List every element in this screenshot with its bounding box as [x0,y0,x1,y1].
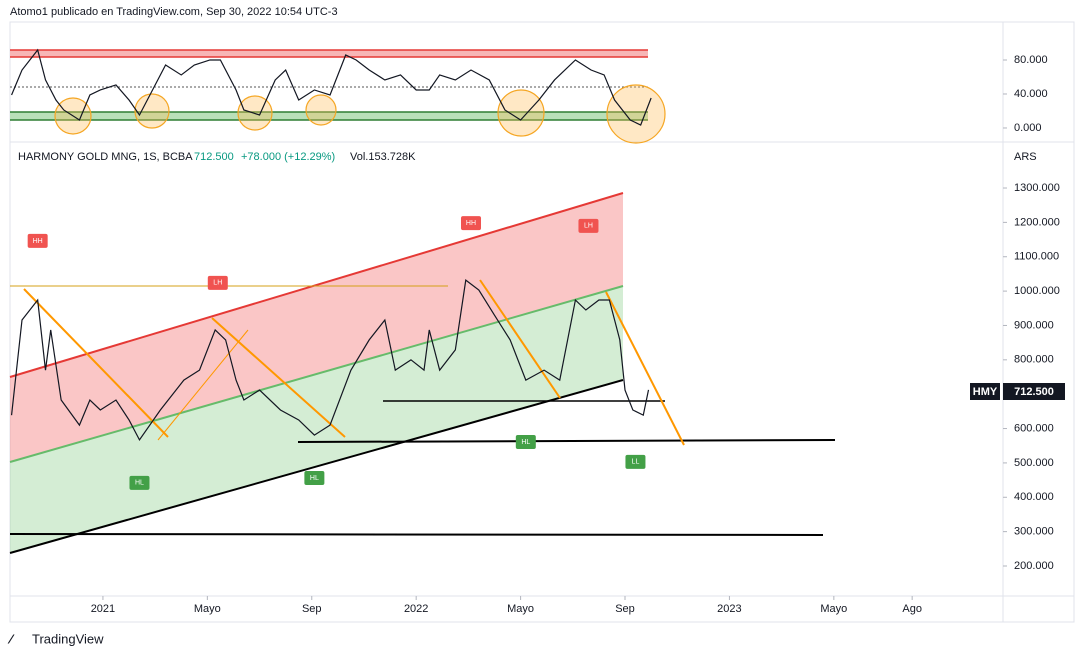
y-tick-label: 900.000 [1014,319,1054,331]
trendlines [23,279,685,446]
annotation-box [515,434,536,449]
y-tick-label: 1000.000 [1014,285,1060,297]
annotation-label: HH [33,238,43,245]
y-tick-label: 1200.000 [1014,216,1060,228]
channel-mid [9,285,624,463]
publisher: Atomo1 publicado en TradingView.com, Sep… [10,6,338,18]
level-line [297,439,836,443]
x-tick-label: Mayo [820,603,847,615]
annotation-box [129,475,150,490]
circle [497,89,545,137]
footer-brand: TradingView [32,631,104,646]
circle [305,94,337,126]
annotation-label: HH [466,220,476,227]
y-tick-label: 1300.000 [1014,182,1060,194]
annotation-label: HL [310,475,319,482]
y-tick-label: 300.000 [1014,526,1054,538]
annotation-label: HL [521,439,530,446]
x-tick-label: Mayo [507,603,534,615]
x-tick-label: Mayo [194,603,221,615]
tag-price-box [1003,383,1065,400]
annotation-label: HL [135,480,144,487]
currency: ARS [1014,151,1037,163]
x-tick-label: 2022 [404,603,428,615]
channel-bottom [9,379,624,554]
y-tick-label: 400.000 [1014,491,1054,503]
annotation-box [578,218,599,233]
legend-symbol: HARMONY GOLD MNG, 1S, BCBA [18,151,193,163]
highlight-circles [54,84,666,144]
trendline [479,279,561,399]
x-tick-label: Sep [302,603,322,615]
annotation-box [460,216,481,231]
annotation-box [27,233,48,248]
y-tick-label: 80.000 [1014,54,1048,66]
x-tick-label: Sep [615,603,635,615]
level-line [9,533,824,536]
y-tick-label: 200.000 [1014,560,1054,572]
annotation-box [625,454,646,469]
annotation-label: LH [584,223,593,230]
overbought-band [10,50,648,57]
y-tick-label: 40.000 [1014,88,1048,100]
legend-volume: Vol.153.728K [350,151,416,163]
trendline [605,291,685,446]
annotation-label: LH [213,280,222,287]
trendline [23,288,169,438]
x-tick-label: 2021 [91,603,115,615]
channel-lower [10,286,623,553]
trendline [157,329,249,441]
y-tick-label: 1100.000 [1014,251,1059,263]
oversold-band [10,112,648,120]
y-tick-label: 600.000 [1014,422,1054,434]
tag-symbol-box [970,383,1000,400]
circle [606,84,666,144]
x-tick-label: Ago [902,603,922,615]
annotation-box [207,275,228,290]
x-tick-label: 2023 [717,603,741,615]
y-tick-label: 800.000 [1014,354,1054,366]
tag-symbol: HMY [973,386,998,398]
legend-last: 712.500 [194,151,234,163]
y-tick-label: 0.000 [1014,122,1042,134]
annotation-box [304,471,325,486]
trendline [211,317,346,438]
channel-top [9,192,624,378]
legend-change: +78.000 (+12.29%) [241,151,335,163]
frame [9,21,1075,623]
tag-price: 712.500 [1014,386,1054,398]
price-line [10,279,650,442]
annotation-label: LL [632,459,640,466]
channel-upper [10,193,623,462]
price-line [11,48,652,126]
circle [134,93,170,129]
footer-logo: ⁄ [7,631,15,646]
y-tick-label: 500.000 [1014,457,1054,469]
